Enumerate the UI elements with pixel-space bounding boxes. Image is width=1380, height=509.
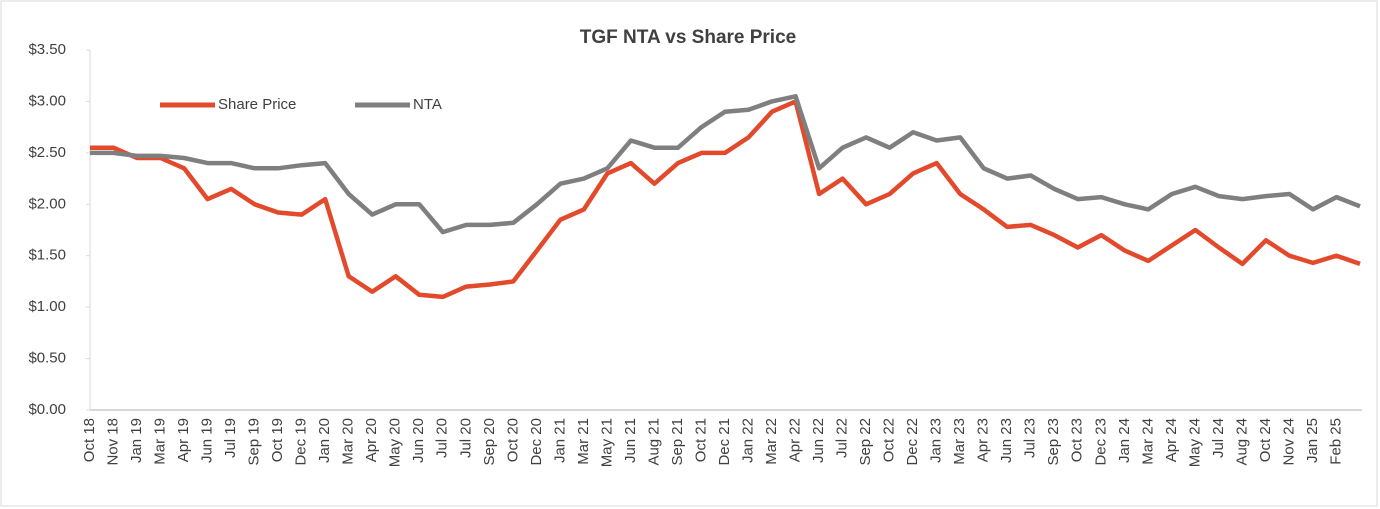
x-tick-label: May 20	[387, 418, 404, 467]
y-tick-label: $2.00	[28, 195, 66, 212]
x-tick-label: Jun 21	[622, 418, 639, 463]
y-tick-label: $3.00	[28, 92, 66, 109]
x-tick-label: Oct 18	[81, 418, 98, 462]
x-tick-label: Jun 20	[410, 418, 427, 463]
x-tick-label: Oct 23	[1069, 418, 1086, 462]
x-tick-label: Jan 19	[128, 418, 145, 463]
x-tick-label: Jul 23	[1022, 418, 1039, 458]
chart-title: TGF NTA vs Share Price	[580, 27, 796, 48]
x-tick-label: May 24	[1186, 418, 1203, 467]
x-tick-label: Feb 25	[1327, 418, 1344, 465]
x-tick-label: Jan 21	[551, 418, 568, 463]
x-tick-label: Aug 21	[645, 418, 662, 466]
x-tick-label: Dec 20	[528, 418, 545, 466]
x-tick-label: Jan 24	[1116, 418, 1133, 463]
x-tick-label: Sep 22	[857, 418, 874, 466]
x-tick-label: Jul 20	[434, 418, 451, 458]
x-tick-label: Oct 21	[692, 418, 709, 462]
x-tick-label: Apr 20	[363, 418, 380, 462]
x-tick-label: Dec 22	[904, 418, 921, 466]
x-tick-label: Mar 23	[951, 418, 968, 465]
y-tick-label: $0.00	[28, 401, 66, 418]
x-tick-label: Jun 22	[810, 418, 827, 463]
x-tick-label: Apr 22	[787, 418, 804, 462]
x-tick-label: Jul 19	[222, 418, 239, 458]
y-tick-label: $0.50	[28, 350, 66, 367]
x-tick-label: Oct 24	[1257, 418, 1274, 462]
series-line	[90, 94, 1361, 235]
x-tick-label: Oct 22	[881, 418, 898, 462]
y-tick-label: $1.50	[28, 247, 66, 264]
series-line	[90, 99, 1361, 300]
x-tick-label: Nov 18	[104, 418, 121, 466]
x-tick-label: Mar 22	[763, 418, 780, 465]
x-tick-label: Mar 24	[1139, 418, 1156, 465]
x-tick-label: Sep 20	[481, 418, 498, 466]
x-tick-label: Jan 20	[316, 418, 333, 463]
y-tick-label: $2.50	[28, 144, 66, 161]
y-tick-label: $1.00	[28, 298, 66, 315]
x-tick-label: Apr 19	[175, 418, 192, 462]
x-tick-label: Sep 21	[669, 418, 686, 466]
x-tick-label: Mar 21	[575, 418, 592, 465]
x-tick-label: Nov 24	[1280, 418, 1297, 466]
legend-label: Share Price	[218, 96, 296, 113]
x-tick-label: Dec 21	[716, 418, 733, 466]
x-tick-label: Dec 23	[1092, 418, 1109, 466]
x-tick-label: Aug 24	[1233, 418, 1250, 466]
x-tick-label: Sep 23	[1045, 418, 1062, 466]
x-tick-label: Dec 19	[293, 418, 310, 466]
x-tick-label: Oct 20	[504, 418, 521, 462]
x-tick-label: May 21	[598, 418, 615, 467]
x-tick-label: Jan 25	[1304, 418, 1321, 463]
y-tick-label: $3.50	[28, 41, 66, 58]
x-tick-label: Apr 24	[1163, 418, 1180, 462]
x-tick-label: Apr 23	[975, 418, 992, 462]
x-tick-label: Oct 19	[269, 418, 286, 462]
x-tick-label: Mar 19	[152, 418, 169, 465]
x-tick-label: Sep 19	[246, 418, 263, 466]
x-tick-label: Jul 22	[834, 418, 851, 458]
x-tick-label: Jul 20	[457, 418, 474, 458]
x-tick-label: Jun 23	[998, 418, 1015, 463]
x-tick-label: Mar 20	[340, 418, 357, 465]
x-tick-label: Jul 24	[1210, 418, 1227, 458]
x-tick-label: Jun 19	[199, 418, 216, 463]
x-tick-label: Jan 22	[739, 418, 756, 463]
legend-label: NTA	[413, 96, 442, 113]
x-tick-label: Jan 23	[928, 418, 945, 463]
